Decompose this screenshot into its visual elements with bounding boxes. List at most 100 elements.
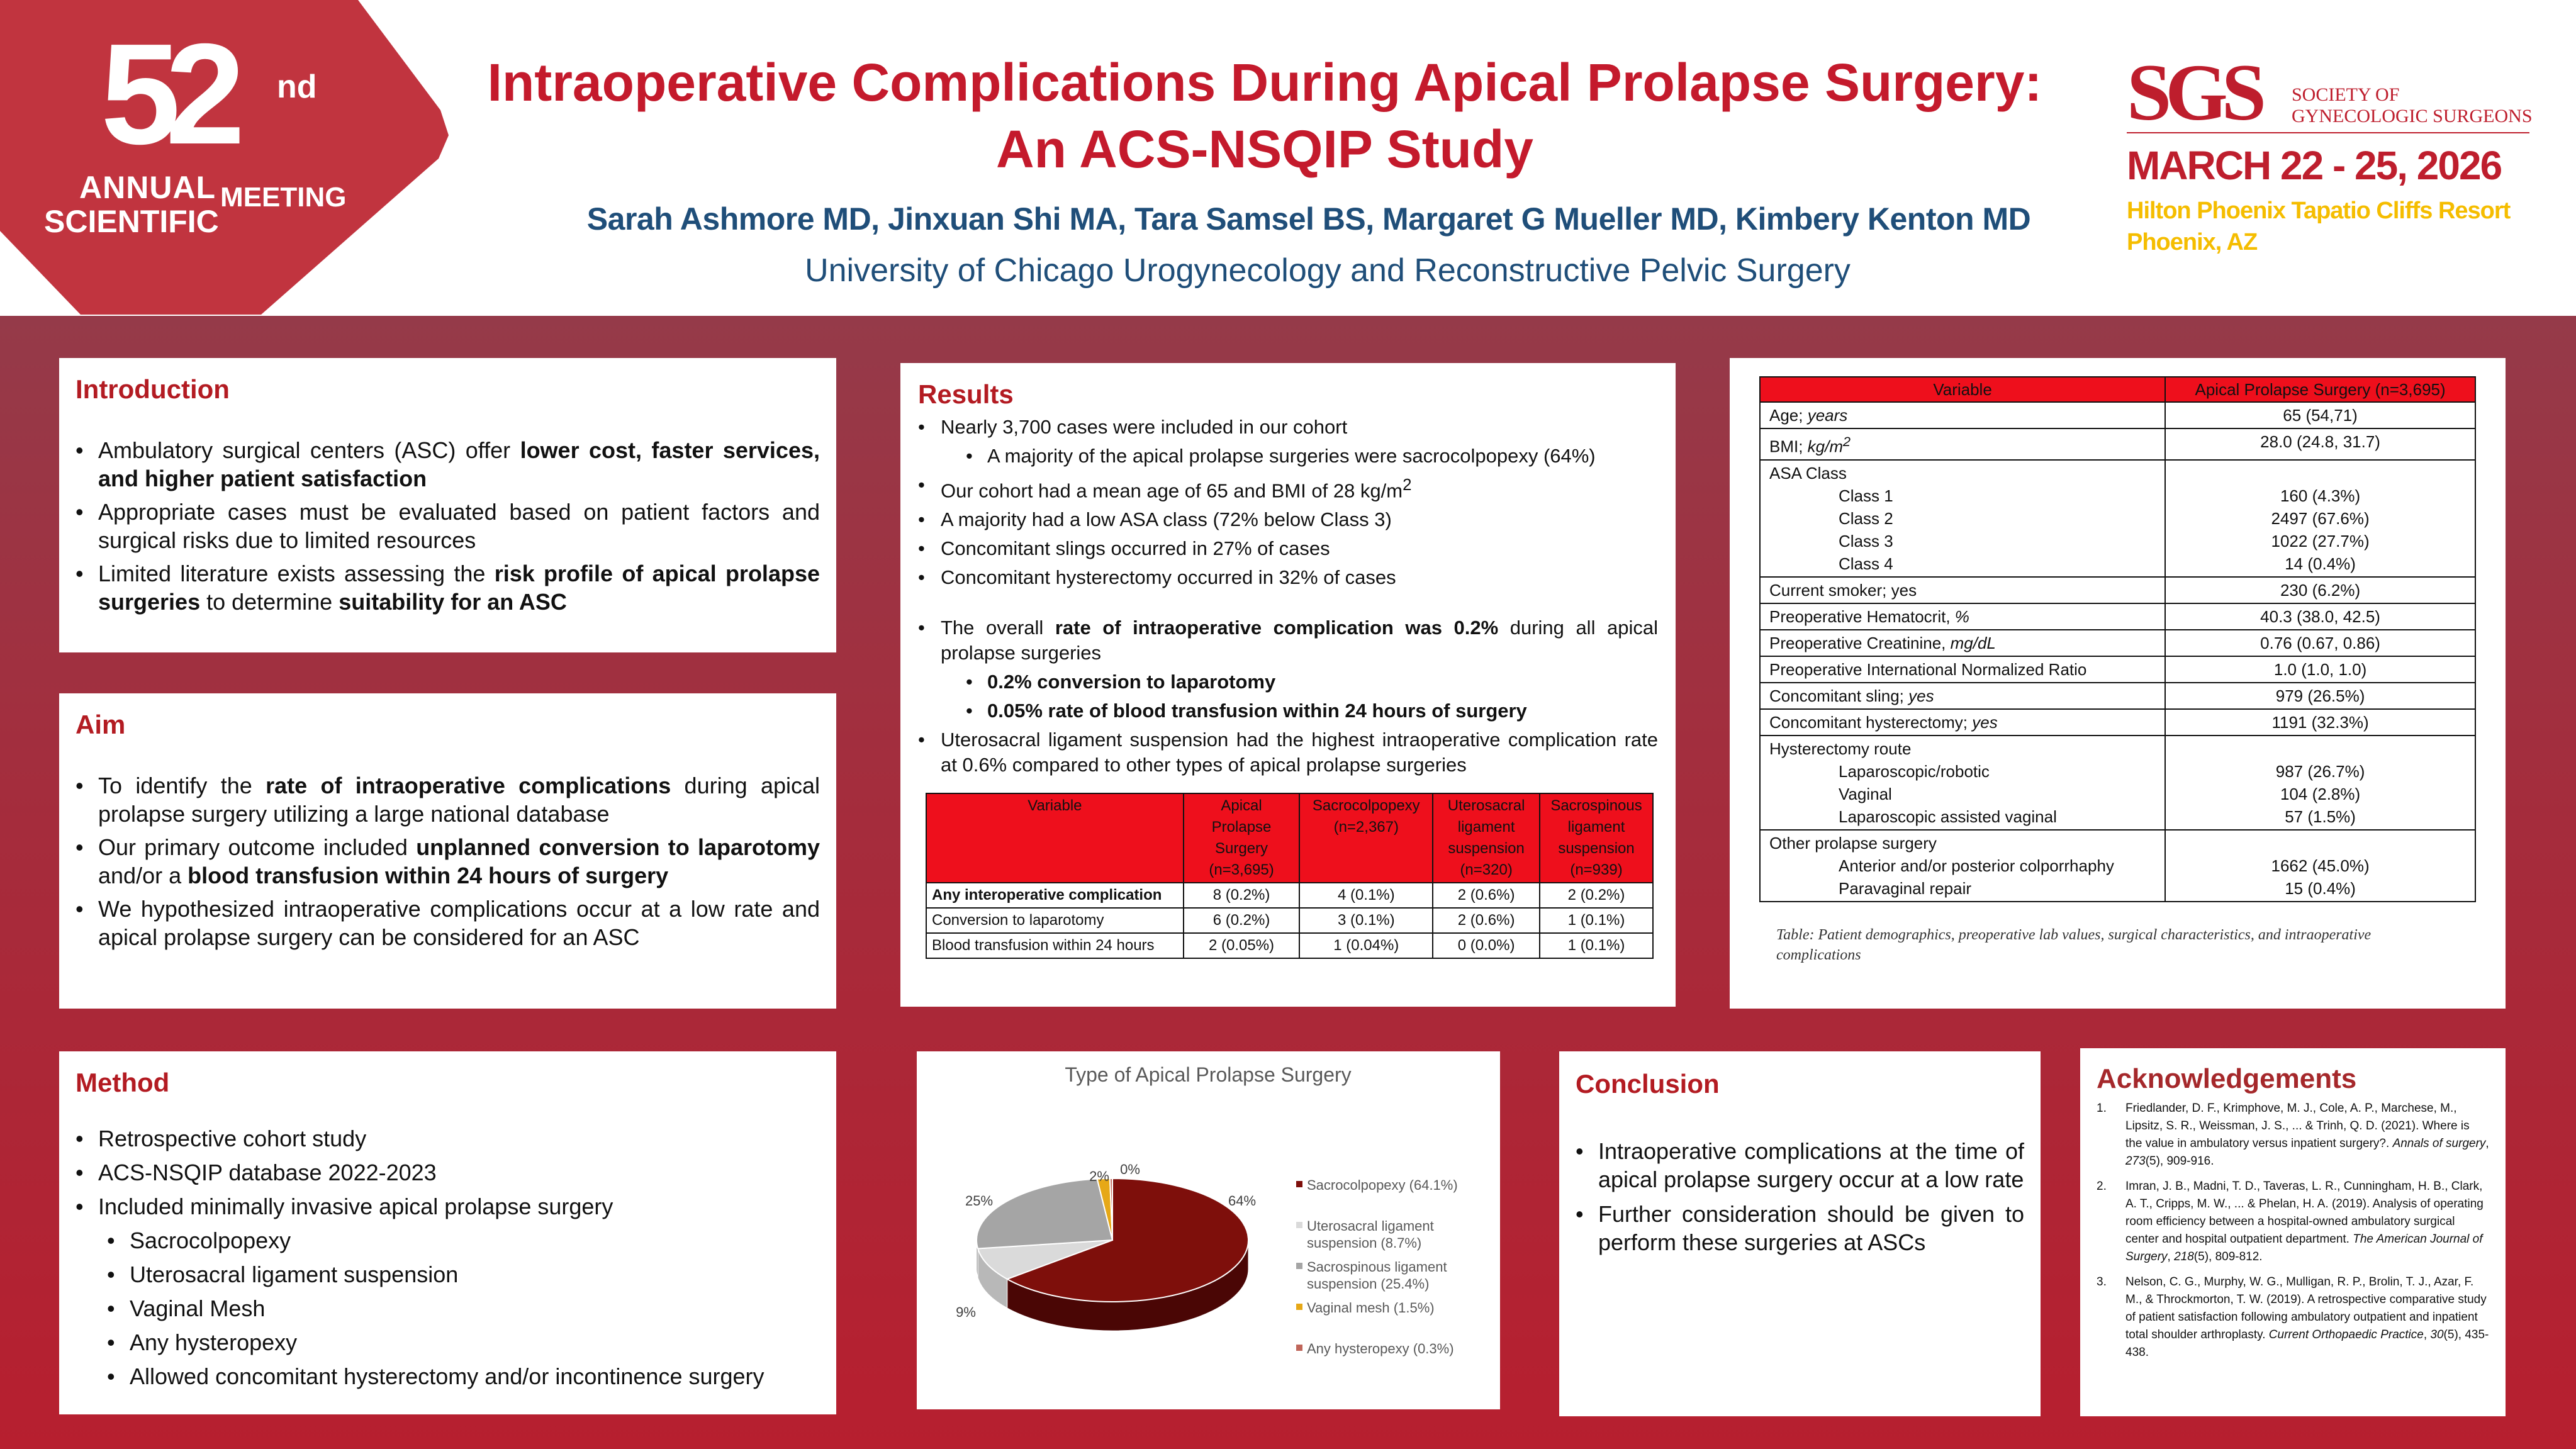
legend-line: suspension (25.4%) [1307, 1276, 1429, 1292]
reference-item: 1. Friedlander, D. F., Krimphove, M. J., … [2097, 1100, 2489, 1170]
aim-panel: Aim To identify the rate of intraoperati… [59, 693, 836, 1009]
text-segment: Concomitant hysterectomy occurred in 32%… [941, 566, 1396, 589]
text-segment: Concomitant slings occurred in 27% of ca… [941, 537, 1330, 560]
text-segment: blood transfusion within 24 hours of sur… [188, 863, 669, 888]
legend-line: Sacrocolpopexy (64.1%) [1307, 1177, 1458, 1193]
text-segment: A majority had a low ASA class (72% belo… [941, 508, 1392, 531]
complications-table: Variable Apical Prolapse Surgery (n=3,695… [926, 793, 1654, 959]
legend-swatch [1296, 1181, 1302, 1187]
acknowledgements-panel: Acknowledgements 1. Friedlander, D. F., K… [2080, 1048, 2506, 1416]
aim-list: To identify the rate of intraoperative c… [76, 771, 820, 951]
variable-label: Current smoker; yes [1769, 579, 2156, 601]
variable-cell: Current smoker; yes [1759, 576, 2166, 604]
poster-title: Intraoperative Complications During Apic… [487, 53, 2042, 179]
bullet-item: A majority of the apical prolapse surger… [918, 444, 1658, 469]
column-header: Variable [1759, 376, 2166, 403]
society-line-1: SOCIETY OF [2292, 84, 2400, 105]
table-row: Other prolapse surgery Anterior and/or po… [1759, 829, 2476, 902]
data-label: 9% [956, 1304, 976, 1320]
variable-cell: Concomitant hysterectomy; yes [1759, 708, 2166, 736]
demographics-panel: Variable Apical Prolapse Surgery (n=3,695… [1730, 358, 2506, 1009]
variable-cell: Preoperative Hematocrit, % [1759, 602, 2166, 630]
bullet-item: Appropriate cases must be evaluated base… [76, 498, 820, 554]
introduction-list: Ambulatory surgical centers (ASC) offer … [76, 436, 820, 616]
venue-name: Hilton Phoenix Tapatio Cliffs Resort [2127, 198, 2511, 224]
text-segment: 0.05% rate of blood transfusion within 2… [987, 700, 1527, 722]
authors: Sarah Ashmore MD, Jinxuan Shi MA, Tara S… [586, 201, 2031, 237]
reference-number: 3. [2097, 1275, 2107, 1289]
table-row: Concomitant hysterectomy; yes 1191 (32.3%… [1759, 708, 2476, 736]
legend-entry: Sacrospinous ligament suspension (25.4%) [1307, 1259, 1447, 1292]
bullet-item: ACS-NSQIP database 2022-2023 [76, 1158, 820, 1187]
aim-heading: Aim [76, 710, 126, 739]
text-segment: Uterosacral ligament suspension had the … [941, 729, 1658, 776]
table-cell: 8 (0.2%) [1182, 882, 1301, 909]
text-segment: 273 [2125, 1155, 2146, 1168]
variable-label: Preoperative Hematocrit, % [1769, 605, 2156, 628]
text-segment: Our cohort had a mean age of 65 and BMI … [941, 479, 1403, 502]
reference-item: 3. Nelson, C. G., Murphy, W. G., Mulligan… [2097, 1273, 2489, 1362]
results-panel: Results Nearly 3,700 cases were included… [900, 363, 1676, 1007]
text-segment: The overall [941, 617, 1055, 639]
value-cell: 1662 (45.0%) 15 (0.4%) [2164, 829, 2476, 902]
text-segment: suitability for an ASC [339, 589, 567, 615]
reference-item: 2. Imran, J. B., Madni, T. D., Taveras, L… [2097, 1178, 2489, 1266]
poster-header: 52 nd ANNUAL SCIENTIFIC MEETING Intraope… [0, 0, 2576, 316]
variable-value: 14 (0.4%) [2285, 554, 2356, 573]
method-panel: Method Retrospective cohort study ACS-NSQ… [59, 1051, 836, 1414]
legend-entry: Sacrocolpopexy (64.1%) [1307, 1177, 1458, 1193]
annual-meeting-logo: 52 nd ANNUAL SCIENTIFIC MEETING [0, 0, 449, 315]
text-segment: The American Journal of Surgery [2125, 1233, 2483, 1263]
table-row: Age; years 65 (54,71) [1759, 401, 2476, 429]
text-segment: Age; [1769, 406, 1808, 425]
value-cell: 230 (6.2%) [2164, 576, 2476, 604]
conclusion-panel: Conclusion Intraoperative complications … [1559, 1051, 2041, 1416]
affiliation: University of Chicago Urogynecology and … [805, 252, 1851, 289]
variable-label: Concomitant hysterectomy; yes [1769, 711, 2156, 734]
variable-value: 230 (6.2%) [2280, 580, 2361, 600]
text-segment: (5), 435-438. [2125, 1328, 2489, 1359]
table-cell: 3 (0.1%) [1299, 907, 1434, 934]
text-segment: % [1954, 607, 1969, 626]
text-segment: , [2423, 1328, 2431, 1341]
text-segment: Uterosacral ligament suspension [130, 1262, 459, 1287]
text-segment: during all apical prolapse surgeries [941, 617, 1658, 664]
variable-value: 40.3 (38.0, 42.5) [2260, 607, 2380, 626]
value-cell: 65 (54,71) [2164, 401, 2476, 429]
table-cell: 1 (0.1%) [1539, 907, 1654, 934]
variable-value: 0.76 (0.67, 0.86) [2260, 633, 2380, 652]
bullet-item: Ambulatory surgical centers (ASC) offer … [76, 436, 820, 493]
legend-swatch [1296, 1222, 1302, 1228]
bullet-item: Allowed concomitant hysterectomy and/or … [76, 1362, 820, 1390]
results-list: Nearly 3,700 cases were included in our … [918, 415, 1658, 778]
text-segment: (5), 809-812. [2193, 1250, 2263, 1263]
text-segment: unplanned conversion to laparotomy [416, 834, 820, 860]
bullet-item: Vaginal Mesh [76, 1294, 820, 1323]
text-segment: Further consideration should be given to… [1598, 1201, 2024, 1255]
variable-label: Laparoscopic/robotic [1769, 760, 2156, 783]
variable-value: 104 (2.8%) [2280, 784, 2361, 803]
variable-value: 1022 (27.7%) [2271, 531, 2370, 551]
value-cell: 0.76 (0.67, 0.86) [2164, 629, 2476, 657]
logo-meeting: MEETING [220, 182, 347, 213]
variable-label: Class 4 [1769, 552, 2156, 575]
text-segment: Class 2 [1839, 508, 1893, 528]
value-cell: 40.3 (38.0, 42.5) [2164, 602, 2476, 630]
variable-cell: Hysterectomy route Laparoscopic/robotic Va… [1759, 734, 2166, 831]
value-cell: 979 (26.5%) [2164, 681, 2476, 710]
table-cell: 2 (0.05%) [1182, 932, 1301, 959]
text-segment: Class 4 [1839, 554, 1893, 573]
sgs-mark: SGS [2127, 48, 2266, 137]
variable-value: 1662 (45.0%) [2271, 856, 2370, 875]
data-label: 25% [965, 1193, 993, 1209]
pie-slice [1109, 1177, 1113, 1241]
reference-number: 2. [2097, 1180, 2107, 1193]
column-header: Uterosacral ligament suspension (n=320) [1432, 793, 1541, 884]
text-segment: Other prolapse surgery [1769, 833, 1937, 853]
text-segment: and/or a [98, 863, 188, 888]
table-cell: 2 (0.2%) [1539, 882, 1654, 909]
variable-cell: ASA Class Class 1 Class 2 Class 3 Class 4 [1759, 459, 2166, 578]
value-cell: 1191 (32.3%) [2164, 708, 2476, 736]
conclusion-list: Intraoperative complications at the time… [1576, 1137, 2024, 1256]
variable-value: 57 (1.5%) [2285, 807, 2356, 826]
